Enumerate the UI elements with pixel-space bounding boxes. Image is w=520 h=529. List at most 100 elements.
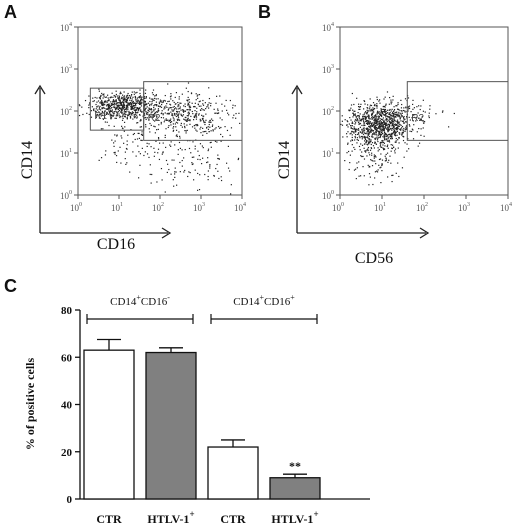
event-dot <box>237 158 239 161</box>
event-dot <box>109 110 111 113</box>
event-dot <box>155 94 157 96</box>
event-dot <box>194 169 196 171</box>
event-dot <box>113 100 115 102</box>
event-dot <box>368 125 370 127</box>
event-dot <box>375 121 377 123</box>
event-dot <box>153 113 155 116</box>
event-dot <box>383 127 385 129</box>
event-dot <box>367 122 369 124</box>
event-dot <box>126 95 128 97</box>
event-dot <box>141 110 143 113</box>
event-dot <box>192 141 194 143</box>
event-dot <box>374 142 376 144</box>
event-dot <box>160 116 162 119</box>
event-dot <box>341 120 343 122</box>
event-dot <box>139 89 141 91</box>
event-dot <box>131 94 133 96</box>
event-dot <box>140 139 142 141</box>
event-dot <box>363 147 365 149</box>
event-dot <box>138 151 140 153</box>
event-dot <box>168 168 170 171</box>
event-dot <box>124 101 126 103</box>
event-dot <box>216 141 218 143</box>
event-dot <box>369 121 372 123</box>
event-dot <box>207 128 210 130</box>
event-dot <box>380 118 383 121</box>
event-dot <box>192 119 195 121</box>
event-dot <box>362 131 364 134</box>
event-dot <box>151 173 153 176</box>
event-dot <box>391 101 393 103</box>
event-dot <box>121 109 123 111</box>
event-dot <box>196 125 198 127</box>
event-dot <box>383 129 385 131</box>
event-dot <box>173 101 175 104</box>
event-dot <box>103 103 105 105</box>
event-dot <box>387 128 389 131</box>
event-dot <box>389 124 391 126</box>
event-dot <box>114 96 117 98</box>
event-dot <box>368 154 371 156</box>
event-dot <box>124 151 126 153</box>
event-dot <box>207 179 209 181</box>
event-dot <box>389 113 391 116</box>
event-dot <box>152 114 154 117</box>
event-dot <box>346 152 348 154</box>
event-dot <box>181 165 183 167</box>
y-axis-title-a: CD14 <box>19 141 36 179</box>
event-dot <box>124 108 126 110</box>
event-dot <box>413 107 416 109</box>
event-dot <box>369 130 372 132</box>
event-dot <box>400 99 402 101</box>
event-dot <box>131 108 133 110</box>
event-dot <box>393 129 395 131</box>
event-dot <box>181 149 183 151</box>
event-dot <box>212 119 214 122</box>
y-tick-label: 103 <box>322 64 334 75</box>
event-dot <box>411 128 413 130</box>
event-dot <box>135 102 137 104</box>
event-dot <box>346 136 348 138</box>
event-dot <box>357 106 360 108</box>
event-dot <box>368 116 370 119</box>
event-dot <box>118 95 120 97</box>
event-dot <box>186 99 188 101</box>
event-dot <box>364 136 366 138</box>
event-dot <box>189 106 192 108</box>
event-dot <box>371 112 374 114</box>
event-dot <box>370 128 372 130</box>
event-dot <box>201 114 203 116</box>
event-dot <box>145 89 147 91</box>
event-dot <box>121 116 123 118</box>
event-dot <box>112 99 115 101</box>
event-dot <box>176 135 178 138</box>
event-dot <box>393 106 395 108</box>
event-dot <box>384 155 386 157</box>
event-dot <box>200 162 203 165</box>
event-dot <box>387 144 389 146</box>
event-dot <box>135 98 137 100</box>
event-dot <box>131 100 133 102</box>
event-dot <box>369 132 371 134</box>
event-dot <box>161 153 163 155</box>
event-dot <box>202 134 204 136</box>
event-dot <box>201 145 203 147</box>
event-dot <box>396 111 398 113</box>
event-dot <box>428 112 430 114</box>
event-dot <box>229 134 231 136</box>
event-dot <box>79 105 81 107</box>
event-dot <box>395 105 397 107</box>
event-dot <box>368 184 370 186</box>
event-dot <box>225 99 227 102</box>
event-dot <box>156 115 158 117</box>
event-dot <box>379 144 382 146</box>
event-dot <box>350 127 352 129</box>
event-dot <box>359 119 361 121</box>
event-dot <box>378 126 380 128</box>
event-dot <box>98 90 100 92</box>
event-dot <box>136 101 138 103</box>
event-dot <box>398 109 400 111</box>
event-dot <box>376 120 378 122</box>
event-dot <box>104 110 106 112</box>
